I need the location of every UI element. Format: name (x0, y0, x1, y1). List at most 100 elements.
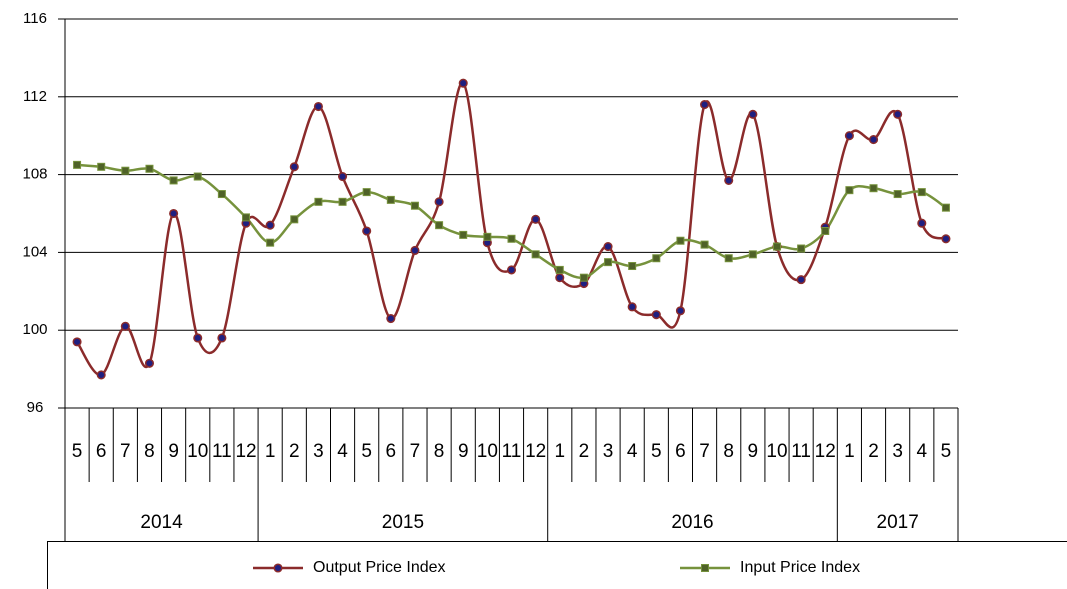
x-tick-label: 11 (502, 441, 522, 462)
x-tick-label: 12 (815, 441, 836, 462)
data-point (72, 337, 82, 347)
x-tick-label: 11 (791, 441, 811, 462)
data-point (144, 358, 155, 368)
x-tick-label: 10 (766, 441, 787, 462)
data-point (724, 175, 734, 185)
data-point (386, 195, 395, 204)
data-point (290, 215, 299, 224)
data-point (555, 265, 564, 274)
data-point (651, 310, 661, 320)
data-point (483, 232, 492, 241)
data-point (435, 221, 444, 230)
x-tick-label: 1 (265, 441, 276, 462)
y-tick-label: 112 (23, 88, 47, 105)
data-point (748, 250, 757, 259)
data-point (362, 188, 371, 197)
x-tick-label: 4 (337, 441, 348, 462)
x-tick-label: 6 (96, 441, 107, 462)
data-point (869, 184, 878, 193)
data-point (917, 218, 927, 228)
x-tick-label: 8 (723, 441, 734, 462)
data-point (121, 166, 130, 175)
data-point (266, 238, 275, 247)
data-point (700, 100, 710, 110)
x-tick-label: 7 (410, 441, 421, 462)
x-tick-label: 5 (361, 441, 372, 462)
x-tick-label: 12 (525, 441, 546, 462)
data-point (675, 306, 685, 316)
data-point (314, 197, 323, 206)
data-point (386, 313, 396, 324)
x-tick-label: 5 (941, 441, 952, 462)
data-point (603, 242, 613, 252)
data-point (893, 190, 902, 199)
group-label: 2015 (382, 512, 424, 533)
data-point (579, 273, 588, 282)
data-point (97, 162, 106, 171)
data-point (120, 321, 130, 331)
data-point (362, 226, 372, 236)
data-point (193, 172, 202, 181)
data-point (531, 250, 540, 259)
x-tick-label: 11 (212, 441, 232, 462)
x-tick-label: 6 (386, 441, 397, 462)
data-point (73, 160, 82, 169)
y-tick-label: 96 (27, 399, 44, 416)
x-tick-label: 1 (844, 441, 855, 462)
legend-label: Output Price Index (313, 559, 446, 576)
x-tick-label: 12 (235, 441, 256, 462)
data-point (893, 109, 903, 119)
data-point (458, 78, 468, 88)
data-point (145, 164, 154, 173)
data-point (941, 234, 951, 244)
data-point (410, 201, 419, 210)
x-tick-label: 9 (748, 441, 759, 462)
data-point (217, 333, 227, 343)
y-tick-label: 104 (22, 243, 47, 260)
y-tick-label: 116 (23, 10, 47, 27)
data-point (676, 236, 685, 245)
x-tick-label: 3 (892, 441, 903, 462)
x-tick-label: 3 (603, 441, 614, 462)
data-point (844, 131, 854, 141)
data-point (796, 275, 806, 285)
x-tick-label: 2 (289, 441, 300, 462)
x-tick-label: 8 (144, 441, 155, 462)
data-point (700, 240, 709, 249)
x-tick-label: 3 (313, 441, 324, 462)
data-point (96, 370, 106, 380)
data-point (628, 262, 637, 271)
data-point (868, 135, 879, 145)
legend-marker (273, 563, 283, 573)
x-tick-label: 5 (72, 441, 83, 462)
data-point (748, 109, 758, 119)
x-tick-label: 6 (675, 441, 686, 462)
data-point (724, 254, 733, 263)
data-point (772, 242, 781, 251)
x-tick-label: 10 (187, 441, 208, 462)
data-point (604, 258, 613, 267)
data-point (313, 101, 323, 112)
data-point (169, 208, 179, 219)
x-tick-label: 8 (434, 441, 445, 462)
group-label: 2016 (671, 512, 713, 533)
legend-marker (701, 564, 709, 572)
x-tick-label: 4 (917, 441, 928, 462)
x-tick-label: 9 (458, 441, 469, 462)
data-point (941, 203, 950, 212)
series-line (76, 81, 947, 377)
data-point (434, 197, 444, 207)
data-point (506, 265, 517, 275)
data-point (652, 254, 661, 263)
x-tick-label: 2 (868, 441, 879, 462)
x-tick-label: 2 (579, 441, 590, 462)
legend-box (47, 541, 1067, 589)
group-label: 2017 (877, 512, 919, 533)
data-point (410, 245, 420, 256)
x-tick-label: 7 (699, 441, 710, 462)
y-tick-label: 108 (22, 166, 47, 183)
data-point (459, 230, 468, 239)
series-line (76, 163, 947, 280)
data-point (289, 162, 299, 172)
